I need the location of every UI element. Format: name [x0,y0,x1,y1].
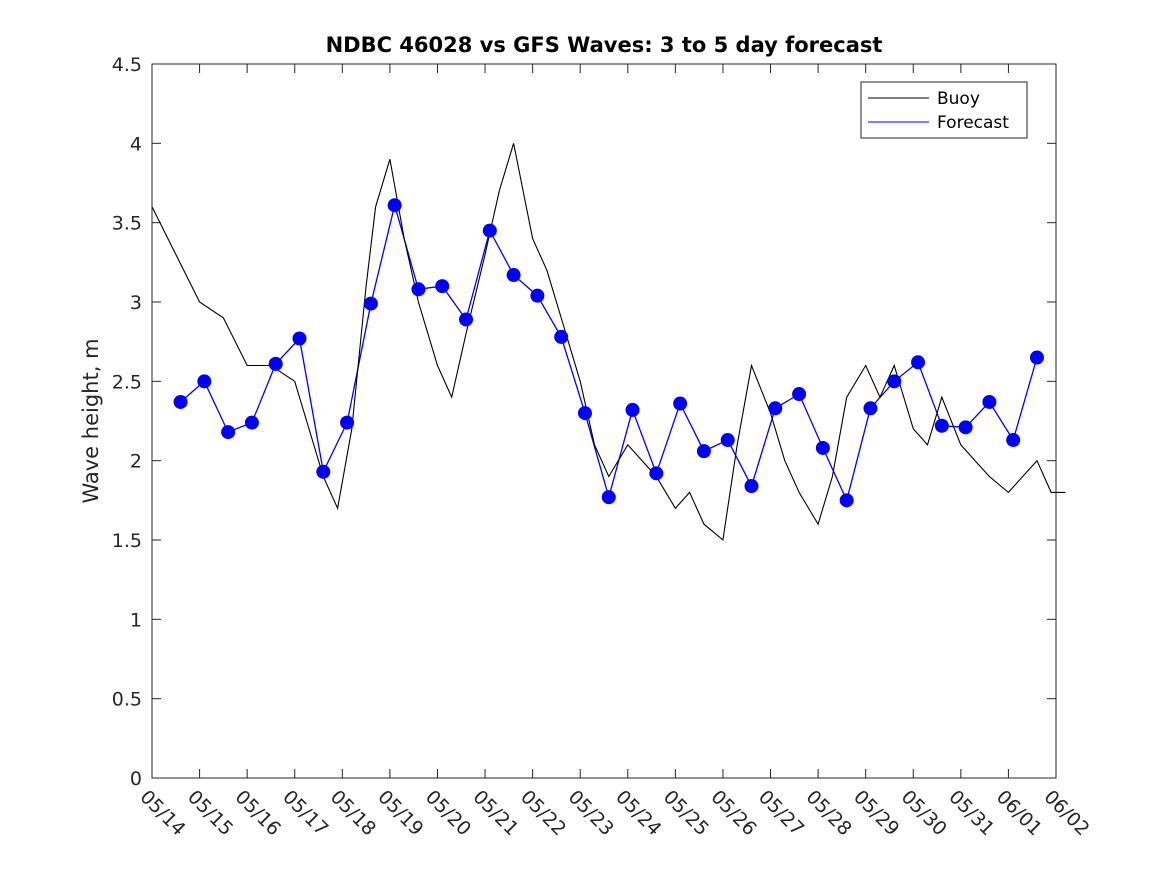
y-tick-label: 2 [130,451,142,473]
y-tick-label: 3 [130,292,142,314]
forecast-point [673,396,688,411]
forecast-point [696,444,711,459]
forecast-point [340,415,355,430]
y-tick-label: 0.5 [112,689,142,711]
forecast-point [744,479,759,494]
forecast-point [815,440,830,455]
forecast-point [292,331,307,346]
legend-forecast-label: Forecast [937,113,1009,133]
forecast-point [482,223,497,238]
forecast-point [387,198,402,213]
forecast-point [649,466,664,481]
forecast-point [554,329,569,344]
forecast-point [934,418,949,433]
y-tick-label: 0 [130,768,142,790]
forecast-point [887,374,902,389]
forecast-point [720,433,735,448]
forecast-point [363,296,378,311]
y-axis-label: Wave height, m [79,338,103,503]
forecast-point [173,394,188,409]
forecast-point [268,356,283,371]
forecast-point [982,394,997,409]
forecast-point [863,401,878,416]
y-tick-label: 4 [130,133,142,155]
forecast-point [792,387,807,402]
y-tick-label: 3.5 [112,213,142,235]
forecast-point [530,288,545,303]
chart-title: NDBC 46028 vs GFS Waves: 3 to 5 day fore… [326,33,883,57]
forecast-point [577,406,592,421]
y-tick-label: 1.5 [112,530,142,552]
forecast-point [839,493,854,508]
legend: Buoy Forecast [860,81,1028,139]
forecast-point [768,401,783,416]
plot-frame [151,63,1057,779]
legend-buoy-label: Buoy [937,89,980,109]
forecast-point [911,355,926,370]
forecast-point [411,282,426,297]
forecast-point [958,420,973,435]
y-tick-label: 1 [130,609,142,631]
forecast-point [1006,433,1021,448]
forecast-point [1029,350,1044,365]
forecast-point [601,490,616,505]
y-tick-label: 2.5 [112,371,142,393]
forecast-point [221,425,236,440]
forecast-point [459,312,474,327]
forecast-point [435,279,450,294]
forecast-point [316,464,331,479]
legend-box [860,81,1028,139]
markers-layer [173,198,1044,508]
forecast-point [197,374,212,389]
forecast-point [625,402,640,417]
y-tick-label: 4.5 [112,54,142,76]
forecast-point [506,268,521,283]
forecast-point [244,415,259,430]
buoy-line [151,143,1066,542]
